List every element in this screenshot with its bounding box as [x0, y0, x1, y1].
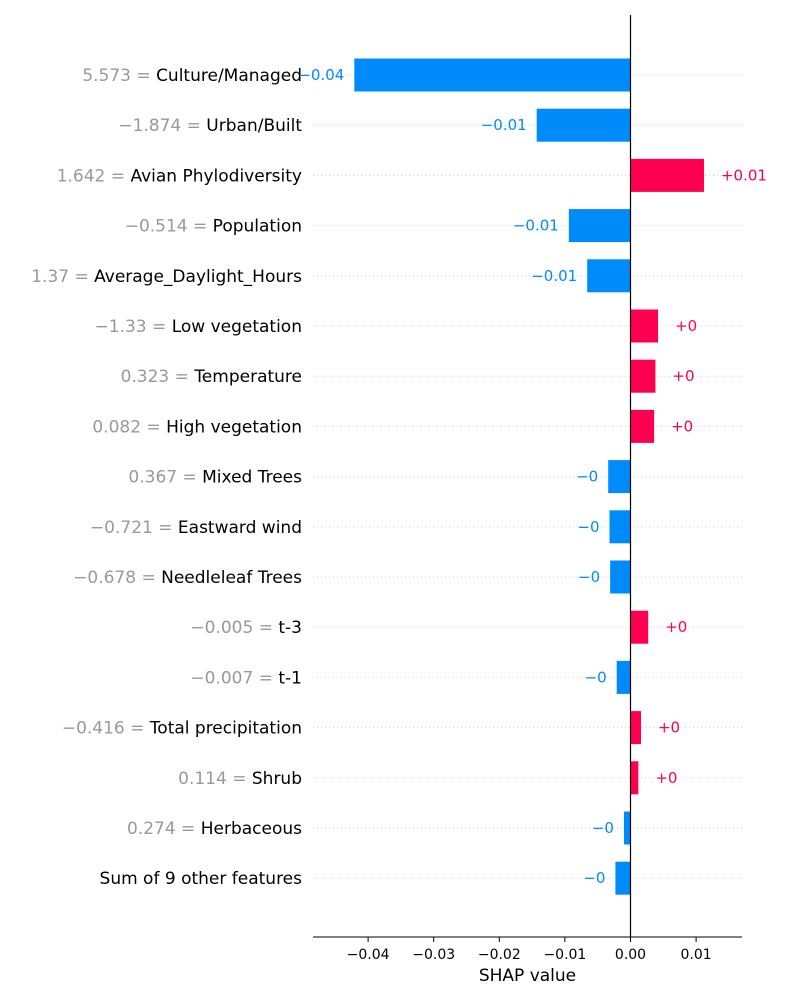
feature-label: −0.514 = Population: [125, 217, 302, 237]
feature-name: Mixed Trees: [202, 468, 302, 488]
data-label: +0: [675, 317, 697, 335]
data-label: −0.04: [298, 66, 344, 84]
data-label: −0: [583, 869, 605, 887]
data-label: +0.01: [721, 166, 767, 184]
feature-value: 1.37 =: [31, 267, 94, 287]
data-label: +0: [671, 417, 693, 435]
x-tick-label: −0.01: [543, 947, 586, 963]
bar-positive: [630, 409, 655, 443]
bar-negative: [609, 510, 631, 544]
grid-lines: [313, 74, 742, 879]
feature-name: Average_Daylight_Hours: [94, 267, 302, 287]
feature-value: −0.416 =: [62, 719, 150, 739]
feature-value: −1.33 =: [95, 317, 172, 337]
x-tick-label: −0.03: [412, 947, 455, 963]
bar-positive: [630, 711, 641, 745]
x-tick-label: −0.02: [478, 947, 521, 963]
feature-name: Needleleaf Trees: [161, 568, 302, 588]
data-label: +0: [665, 618, 687, 636]
feature-label: 5.573 = Culture/Managed: [82, 66, 302, 86]
data-label: −0.01: [481, 116, 527, 134]
bar-positive: [630, 309, 659, 343]
bar-negative: [536, 108, 631, 142]
feature-value: 0.323 =: [121, 367, 195, 387]
bar-negative: [615, 861, 631, 895]
feature-name: Low vegetation: [172, 317, 302, 337]
feature-label: −0.678 = Needleleaf Trees: [73, 568, 302, 588]
feature-name: Avian Phylodiversity: [130, 166, 302, 186]
bar-negative: [610, 560, 631, 594]
bars: [354, 58, 704, 895]
feature-value: 1.642 =: [57, 166, 131, 186]
feature-name: Urban/Built: [206, 116, 302, 136]
feature-value: 0.274 =: [127, 819, 201, 839]
data-label: −0: [592, 819, 614, 837]
feature-value: −0.005 =: [190, 618, 278, 638]
feature-label: −1.874 = Urban/Built: [118, 116, 302, 136]
feature-name: Sum of 9 other features: [100, 869, 303, 889]
feature-value: −0.678 =: [73, 568, 161, 588]
feature-label: −0.005 = t-3: [190, 618, 302, 638]
bar-positive: [630, 359, 656, 393]
feature-value: 0.367 =: [128, 468, 202, 488]
bar-negative: [568, 209, 631, 243]
feature-value: −0.721 =: [90, 518, 178, 538]
feature-label: −1.33 = Low vegetation: [95, 317, 302, 337]
feature-label: Sum of 9 other features: [100, 869, 303, 889]
data-labels: −0.04 −0.01 +0.01 −0.01 −0.01 +0 +0 +0 −0 −0 −0 +0 −…: [298, 66, 767, 887]
bar-negative: [623, 811, 631, 845]
feature-name: Temperature: [193, 367, 302, 387]
x-tick-label: 0.00: [615, 947, 646, 963]
bar-positive: [630, 158, 704, 192]
x-tick-label: 0.01: [681, 947, 712, 963]
feature-label: 0.082 = High vegetation: [92, 417, 302, 437]
feature-name: t-3: [278, 618, 302, 638]
feature-name: Eastward wind: [178, 518, 302, 538]
feature-name: Herbaceous: [201, 819, 302, 839]
feature-label: 0.114 = Shrub: [178, 769, 302, 789]
feature-label: −0.007 = t-1: [190, 668, 302, 688]
bar-positive: [630, 761, 639, 795]
feature-value: 0.114 =: [178, 769, 252, 789]
feature-label: 0.274 = Herbaceous: [127, 819, 302, 839]
x-axis: −0.04 −0.03 −0.02 −0.01 0.00 0.01: [313, 936, 742, 963]
data-label: −0.01: [513, 217, 559, 235]
feature-value: 0.082 =: [92, 417, 166, 437]
x-tick-label: −0.04: [347, 947, 390, 963]
feature-name: High vegetation: [166, 417, 302, 437]
bar-negative: [616, 660, 631, 694]
feature-labels: 5.573 = Culture/Managed −1.874 = Urban/Bu…: [31, 66, 302, 889]
feature-name: Culture/Managed: [156, 66, 302, 86]
bar-positive: [630, 610, 649, 644]
data-label: −0.01: [531, 267, 577, 285]
feature-name: Total precipitation: [149, 719, 302, 739]
feature-name: Population: [213, 217, 302, 237]
feature-label: 1.642 = Avian Phylodiversity: [57, 166, 302, 186]
feature-value: −0.007 =: [190, 668, 278, 688]
bar-negative: [587, 259, 631, 293]
data-label: −0: [577, 518, 599, 536]
feature-label: 0.367 = Mixed Trees: [128, 468, 302, 488]
feature-label: 0.323 = Temperature: [121, 367, 302, 387]
feature-value: −1.874 =: [118, 116, 206, 136]
data-label: −0: [585, 668, 607, 686]
bar-negative: [608, 460, 631, 494]
feature-name: t-1: [278, 668, 302, 688]
feature-label: −0.721 = Eastward wind: [90, 518, 302, 538]
x-axis-label: SHAP value: [479, 966, 576, 986]
feature-name: Shrub: [252, 769, 302, 789]
feature-value: 5.573 =: [82, 66, 156, 86]
data-label: +0: [672, 367, 694, 385]
feature-label: −0.416 = Total precipitation: [62, 719, 302, 739]
data-label: −0: [576, 468, 598, 486]
data-label: −0: [578, 568, 600, 586]
data-label: +0: [655, 769, 677, 787]
data-label: +0: [658, 719, 680, 737]
feature-value: −0.514 =: [125, 217, 213, 237]
bar-negative: [354, 58, 631, 92]
feature-label: 1.37 = Average_Daylight_Hours: [31, 267, 302, 287]
